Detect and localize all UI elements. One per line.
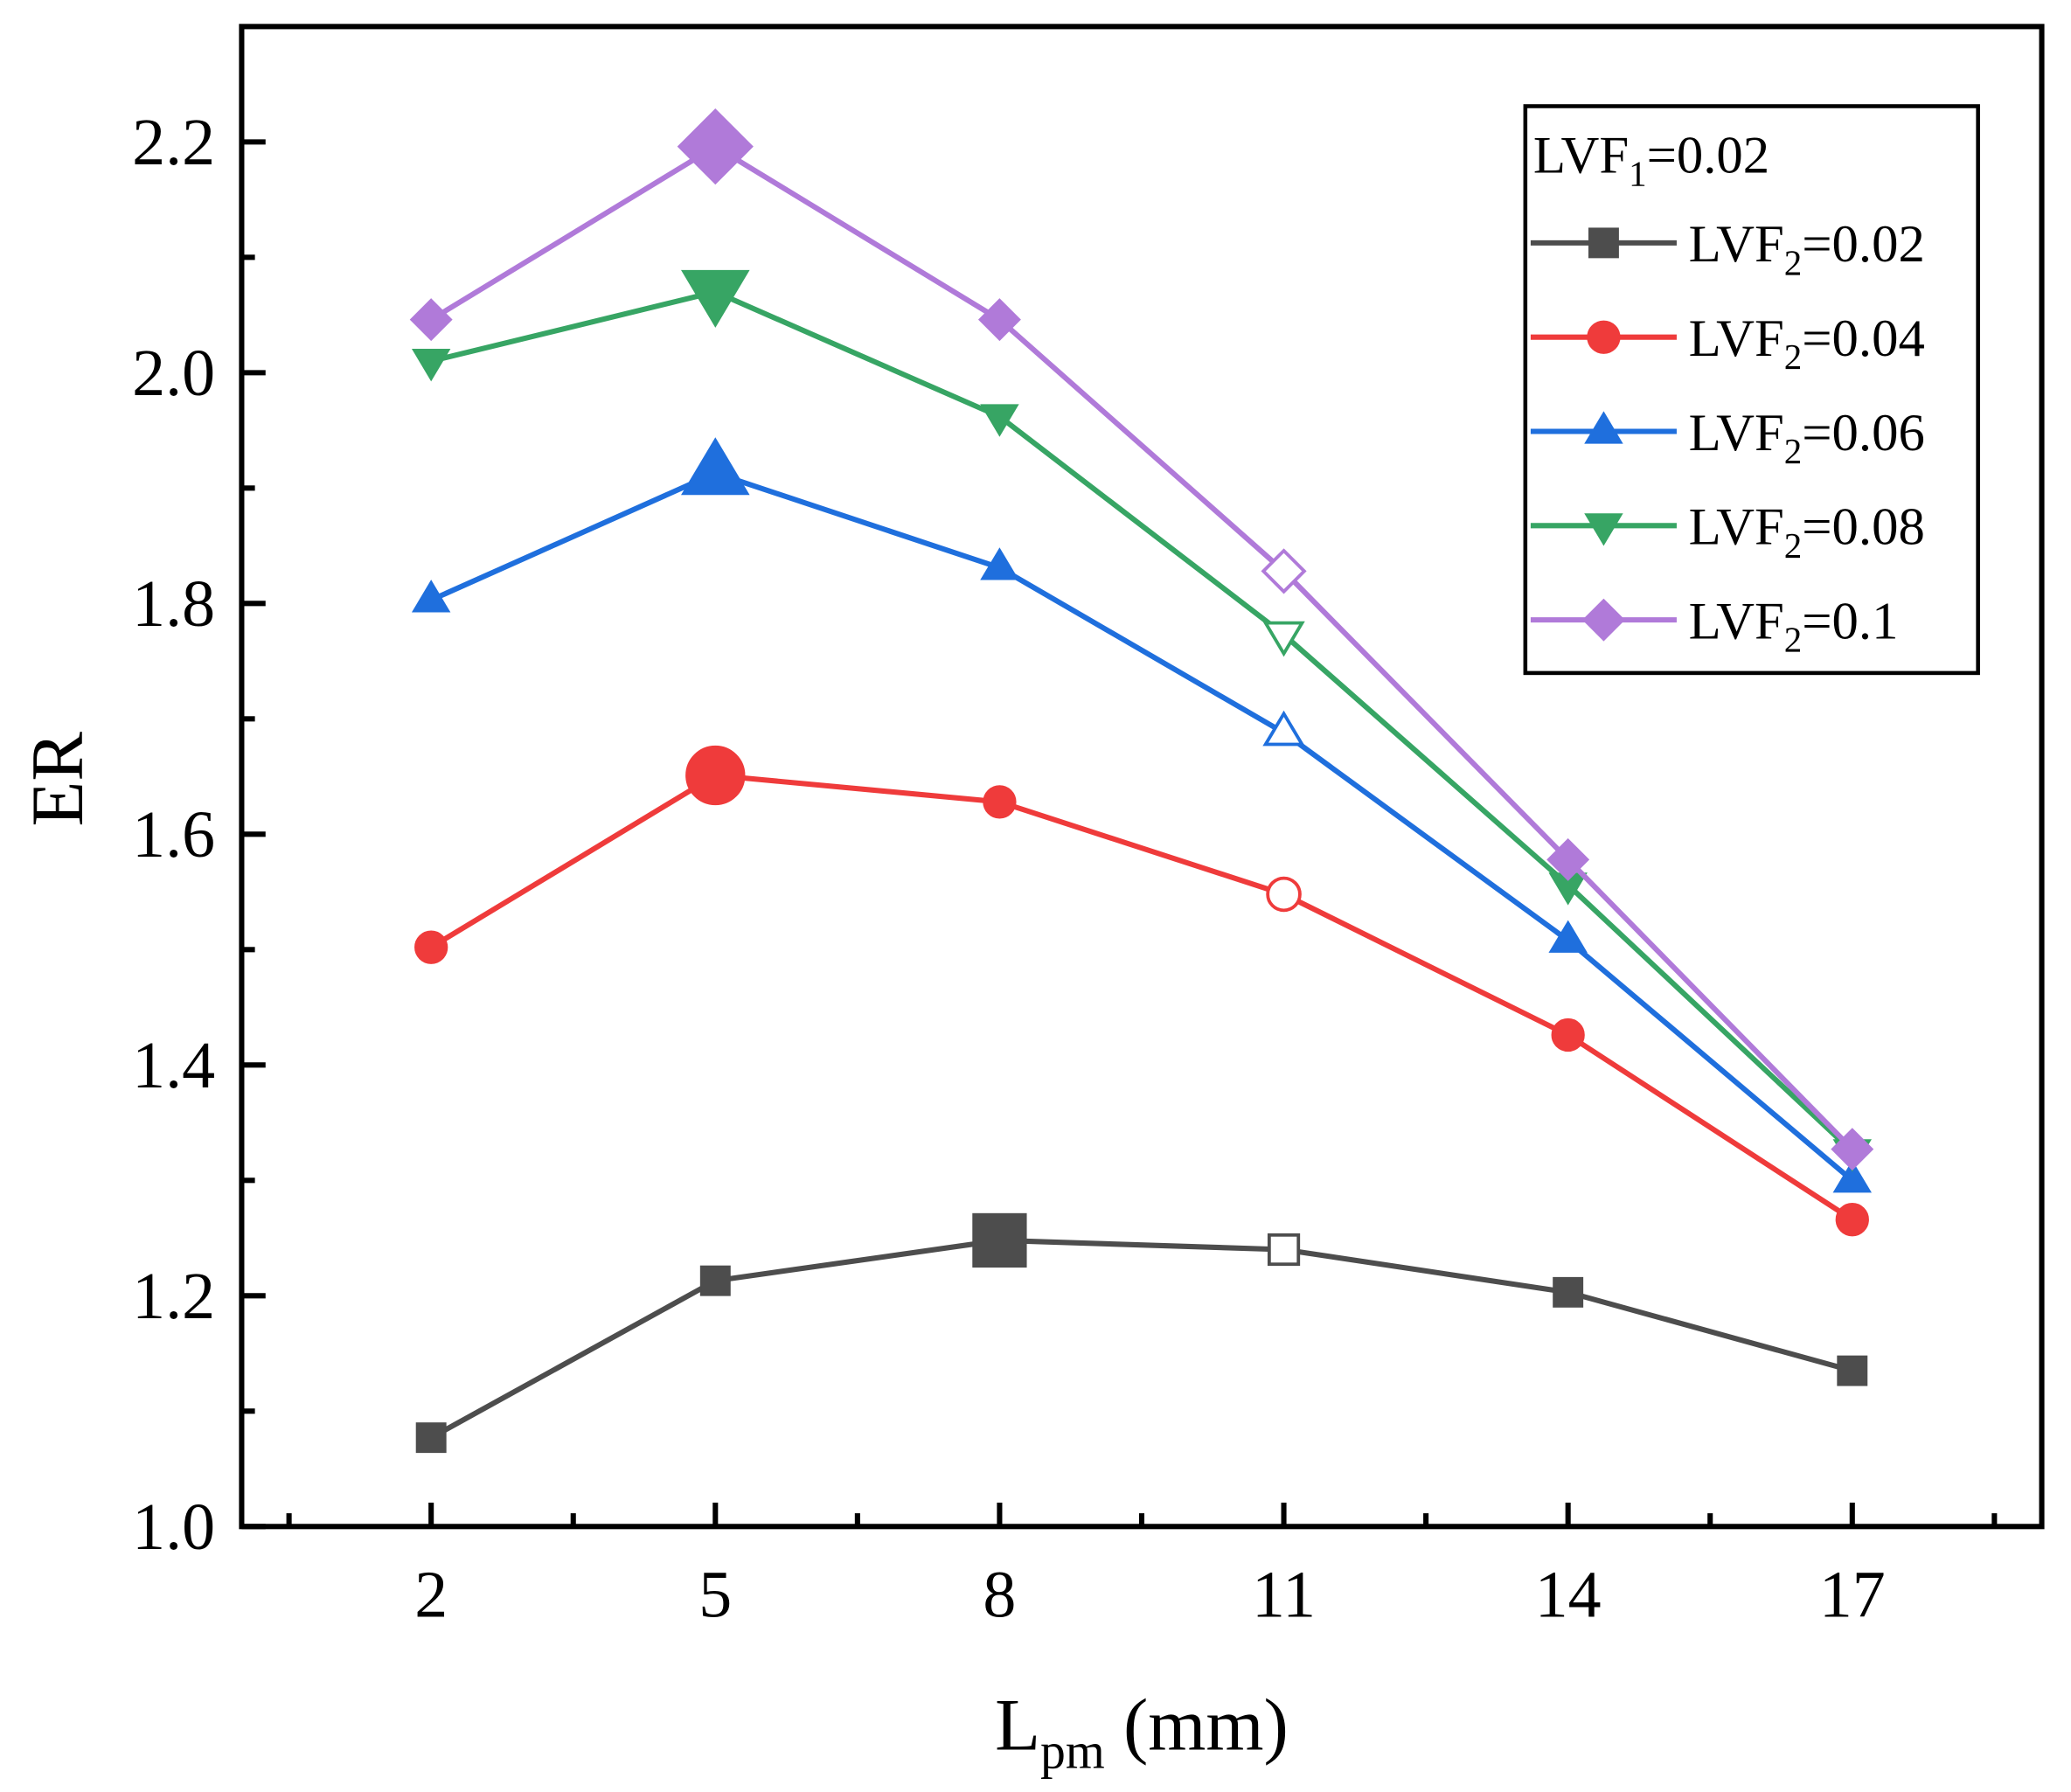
x-tick-label: 17 xyxy=(1819,1559,1886,1632)
legend-marker xyxy=(1584,513,1623,546)
data-point xyxy=(680,437,750,496)
series-triangle-up xyxy=(411,437,1873,1193)
y-tick-label: 2.2 xyxy=(132,106,215,179)
legend-label-part: LVF xyxy=(1689,215,1784,274)
x-axis-label: Lpm (mm) xyxy=(995,1684,1289,1779)
data-point xyxy=(983,785,1017,819)
series-line xyxy=(429,469,1854,1183)
series-circle xyxy=(414,745,1869,1237)
legend-box xyxy=(1523,104,1980,676)
legend-marker xyxy=(1584,411,1623,444)
legend-marker xyxy=(1581,598,1625,642)
legend-marker xyxy=(1587,320,1621,354)
data-point xyxy=(685,745,746,806)
data-point xyxy=(980,404,1019,437)
data-point xyxy=(1261,548,1307,594)
legend-label-part: 2 xyxy=(1784,525,1803,566)
data-point xyxy=(680,269,750,328)
legend-label-part: LVF xyxy=(1689,498,1784,557)
legend-label: LVF2=0.08 xyxy=(1689,498,1925,566)
data-point xyxy=(677,108,754,185)
y-tick-label: 1.6 xyxy=(132,798,215,872)
legend-marker xyxy=(1588,227,1619,259)
series-square xyxy=(415,1212,1868,1454)
legend-label-part: LVF xyxy=(1689,309,1784,368)
data-point xyxy=(1551,1018,1585,1052)
legend-label-part: LVF xyxy=(1689,404,1784,462)
legend-label-part: 2 xyxy=(1784,337,1803,377)
data-point xyxy=(1553,1276,1584,1308)
data-point xyxy=(1831,1128,1874,1171)
x-axis-label-sub: pm xyxy=(1040,1725,1105,1780)
data-point xyxy=(415,1422,447,1454)
data-point xyxy=(1837,1355,1868,1386)
x-tick-label: 5 xyxy=(698,1559,732,1632)
series-line xyxy=(429,143,1854,1151)
legend-label: LVF2=0.1 xyxy=(1689,592,1899,659)
data-point xyxy=(980,547,1019,580)
legend-label: LVF2=0.06 xyxy=(1689,404,1925,471)
data-point xyxy=(1262,710,1305,747)
legend-label-part: LVF xyxy=(1689,592,1784,650)
series-line xyxy=(429,1237,1853,1441)
x-axis-label-main: L xyxy=(995,1684,1040,1766)
legend-label-part: 2 xyxy=(1784,431,1803,471)
data-point xyxy=(1832,1160,1873,1193)
y-axis-label: ER xyxy=(17,732,99,827)
y-tick-label: 1.2 xyxy=(132,1260,215,1333)
data-point xyxy=(1548,920,1588,953)
data-point xyxy=(1262,621,1305,657)
axes: 2 5 8 11 14 17 1.0 1.2 1.4 1.6 1.8 2.0 2.2 xyxy=(132,24,2045,1632)
series-lines xyxy=(409,108,1874,1454)
y-tick-label: 1.8 xyxy=(132,567,215,641)
legend-label: LVF2=0.04 xyxy=(1689,309,1925,377)
series-diamond xyxy=(409,108,1874,1171)
x-axis-label-unit: (mm) xyxy=(1105,1684,1289,1766)
data-point xyxy=(1546,837,1590,881)
x-tick-label: 8 xyxy=(983,1559,1016,1632)
data-point xyxy=(411,349,451,382)
legend-label-part: =0.1 xyxy=(1802,592,1898,650)
data-point xyxy=(414,930,448,964)
legend-label-part: =0.08 xyxy=(1802,498,1925,557)
y-tick-label: 1.4 xyxy=(132,1029,215,1102)
legend-label-part: 2 xyxy=(1784,242,1803,282)
legend-label-part: 2 xyxy=(1784,620,1803,660)
x-tick-label: 2 xyxy=(414,1559,448,1632)
data-point xyxy=(1266,876,1302,913)
x-tick-label: 14 xyxy=(1535,1559,1602,1632)
data-point xyxy=(409,298,453,342)
data-point xyxy=(972,1212,1027,1268)
legend: LVF1=0.02 LVF2=0.02LVF2=0.04LVF2=0.06LVF… xyxy=(1523,104,1980,676)
series-line xyxy=(429,772,1854,1222)
legend-label-part: =0.06 xyxy=(1802,404,1925,462)
series-line xyxy=(430,288,1854,1154)
x-tick-label: 11 xyxy=(1252,1559,1316,1632)
legend-label-part: =0.04 xyxy=(1802,309,1925,368)
data-point xyxy=(1835,1203,1869,1237)
data-point xyxy=(1267,1233,1301,1267)
legend-label-part: =0.02 xyxy=(1802,215,1925,274)
y-tick-label: 2.0 xyxy=(132,337,215,410)
legend-title: LVF1=0.02 xyxy=(1533,126,1769,193)
data-point xyxy=(411,580,451,613)
data-point xyxy=(699,1265,731,1296)
legend-label: LVF2=0.02 xyxy=(1689,215,1925,282)
data-point xyxy=(977,298,1021,342)
y-tick-label: 1.0 xyxy=(132,1490,215,1564)
